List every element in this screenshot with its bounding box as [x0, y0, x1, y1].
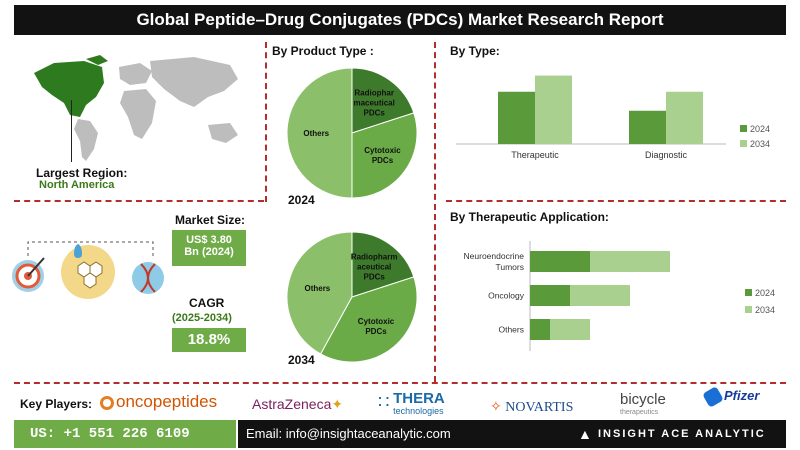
pie-label: PDCs: [372, 156, 394, 165]
logo-novartis-text: NOVARTIS: [505, 400, 574, 415]
pie-label: Radiopharm: [351, 253, 398, 262]
cagr-label: CAGR: [189, 296, 225, 310]
pie-label: Cytotoxic: [364, 146, 401, 155]
logo-pfizer: Pfizer: [702, 385, 760, 408]
bar-diagnostic-2034: [666, 91, 703, 144]
bar-oncology-2034: [570, 285, 630, 306]
divider-right: [434, 42, 436, 382]
thera-icon: ∷: [378, 392, 390, 412]
brand-logo-icon: ▲: [578, 426, 594, 442]
page-title: Global Peptide–Drug Conjugates (PDCs) Ma…: [14, 5, 786, 35]
market-icons: [12, 241, 164, 299]
logo-bicycle-name: bicycle: [620, 391, 666, 408]
footer-brand: ▲ INSIGHT ACE ANALYTIC: [568, 420, 786, 448]
pie-slice-others: [286, 231, 353, 355]
pie-slice-cytotoxic-pdcs: [351, 112, 418, 199]
pie-label: Others: [304, 284, 330, 293]
divider-left-h: [14, 200, 264, 202]
logo-thera-name: THERA: [393, 390, 445, 407]
pie-label: aceutical: [357, 263, 391, 272]
cagr-value: 18.8%: [172, 328, 246, 352]
logo-bicycle-sub: therapeutics: [620, 409, 659, 416]
therapeutic-title: By Therapeutic Application:: [450, 210, 609, 224]
logo-thera-sub: technologies: [393, 406, 444, 416]
pie-label: PDCs: [363, 109, 385, 118]
logo-astrazeneca-text: AstraZeneca: [252, 396, 332, 412]
market-size-box: US$ 3.80 Bn (2024): [172, 230, 246, 266]
logo-pfizer-text: Pfizer: [724, 388, 760, 403]
pie-label: PDCs: [363, 273, 385, 282]
legend-swatch: [740, 125, 747, 132]
y-tick-label: Oncology: [488, 291, 525, 301]
pie-year-2034: 2034: [288, 353, 315, 367]
key-players-label: Key Players:: [20, 397, 93, 411]
pie-label: maceutical: [353, 99, 394, 108]
legend-label: 2034: [755, 305, 775, 315]
footer-phone[interactable]: US: +1 551 226 6109: [14, 420, 236, 448]
legend-swatch: [740, 140, 747, 147]
by-type-title: By Type:: [450, 44, 500, 58]
astrazeneca-icon: ✦: [331, 396, 344, 412]
market-size-label: Market Size:: [175, 213, 246, 227]
bar-neuroendocrine-tumors-2034: [590, 251, 670, 272]
region-pointer: [71, 100, 72, 162]
x-tick-label: Diagnostic: [645, 150, 688, 160]
novartis-icon: ✧: [490, 400, 502, 415]
legend-swatch: [745, 289, 752, 296]
product-type-title: By Product Type :: [272, 44, 374, 58]
bar-therapeutic-2024: [498, 91, 535, 144]
bar-oncology-2024: [530, 285, 570, 306]
world-map-icon: [34, 55, 238, 161]
y-tick-label: Others: [498, 325, 524, 335]
pie-chart-2034: OthersRadiopharmaceuticalPDCsCytotoxicPD…: [286, 231, 418, 363]
pie-label: Others: [303, 129, 329, 138]
legend-label: 2034: [750, 139, 770, 149]
logo-bicycle: bicycle therapeutics: [620, 392, 666, 419]
footer-email[interactable]: Email: info@insightaceanalytic.com: [238, 420, 568, 448]
logo-oncopeptides-text: oncopeptides: [116, 392, 218, 411]
region-label: Largest Region:: [36, 166, 128, 180]
pie-chart-2024: OthersRadiopharmaceuticalPDCsCytotoxicPD…: [286, 67, 418, 199]
divider-left: [265, 42, 267, 202]
logo-thera-text: THERA technologies: [393, 390, 445, 416]
y-tick-label: Neuroendocrine: [464, 251, 525, 261]
cagr-period: (2025-2034): [172, 312, 232, 324]
oncopeptides-icon: [100, 395, 114, 410]
region-value: North America: [39, 179, 115, 191]
pfizer-icon: [702, 385, 724, 408]
divider-footer: [14, 382, 786, 384]
legend-swatch: [745, 306, 752, 313]
bar-therapeutic-2034: [535, 75, 572, 144]
bar-others-2024: [530, 319, 550, 340]
bar-others-2034: [550, 319, 590, 340]
x-tick-label: Therapeutic: [511, 150, 559, 160]
divider-right-h: [446, 200, 786, 202]
pie-label: Radiophar: [354, 89, 394, 98]
logo-thera: ∷ THERA technologies: [378, 390, 445, 416]
y-tick-label: Tumors: [496, 262, 525, 272]
market-size-value-2: Bn (2024): [184, 246, 234, 258]
pie-year-2024: 2024: [288, 193, 315, 207]
pie-slice-cytotoxic-pdcs: [320, 276, 418, 363]
bar-neuroendocrine-tumors-2024: [530, 251, 590, 272]
pie-label: Cytotoxic: [358, 317, 395, 326]
legend-label: 2024: [750, 124, 770, 134]
pie-slice-radiopharmaceutical-pdcs: [351, 231, 415, 298]
footer-brand-text: INSIGHT ACE ANALYTIC: [598, 428, 766, 440]
pie-label: PDCs: [365, 327, 387, 336]
by-type-chart: Therapeutic Diagnostic 2024 2034: [456, 75, 770, 160]
pie-slice-radiopharmaceutical-pdcs: [351, 67, 415, 134]
logo-oncopeptides: oncopeptides: [100, 392, 217, 412]
pie-slice-others: [286, 67, 353, 199]
legend-label: 2024: [755, 288, 775, 298]
logo-novartis: ✧ NOVARTIS: [490, 399, 573, 416]
market-size-value-1: US$ 3.80: [186, 234, 232, 246]
logo-astrazeneca: AstraZeneca✦: [252, 396, 343, 413]
bar-diagnostic-2024: [629, 110, 666, 144]
